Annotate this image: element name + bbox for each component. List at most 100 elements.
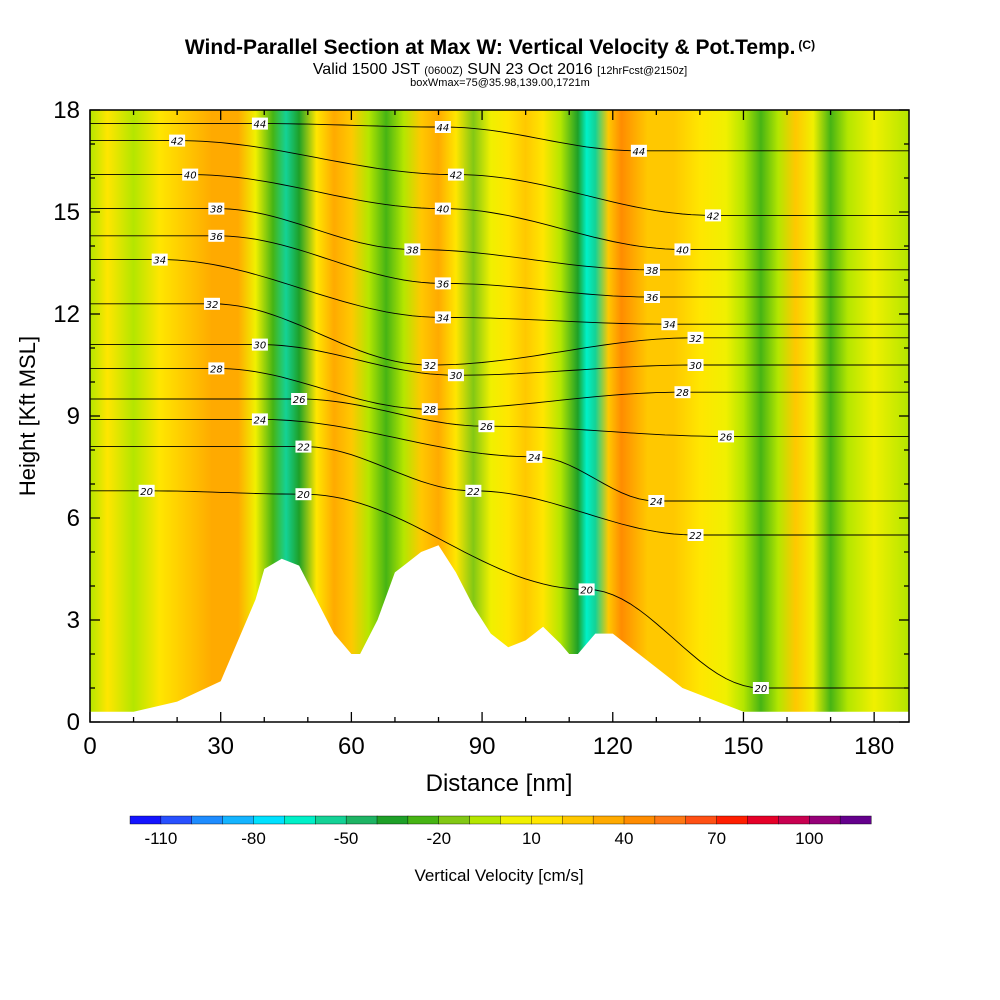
y-tick-label: 18 [53,97,80,124]
theta-label-bg [661,318,678,331]
x-tick-label: 0 [83,733,96,760]
x-tick-label: 150 [723,733,763,760]
colorbar-swatch [129,815,162,825]
colorbar-tick-label: 70 [707,829,726,848]
theta-label: 44 [254,120,267,131]
theta-label: 26 [293,395,306,406]
theta-label-bg [208,362,225,375]
theta-label: 44 [633,147,646,158]
theta-contour-32 [90,303,909,366]
vertical-velocity-field [90,110,909,722]
colorbar-tick-label: 40 [615,829,634,848]
copyright-mark: (C) [798,38,816,52]
colorbar-swatch [469,815,502,825]
theta-label-bg [251,117,268,130]
colorbar-tick-label: -50 [334,829,359,848]
theta-label-bg [447,168,464,181]
theta-contours [90,123,909,689]
terrain [90,545,909,722]
theta-contour-42 [90,140,909,216]
colorbar-label: Vertical Velocity [cm/s] [414,866,583,885]
theta-contour-labels: 44 44 44 42 42 42 40 40 40 38 38 38 36 36 36 34 34 34 32 32… [138,117,769,695]
theta-label: 36 [436,279,449,290]
theta-label: 22 [467,487,480,498]
theta-label: 24 [254,415,267,426]
theta-label-bg [526,450,543,463]
theta-label-bg [295,488,312,501]
colorbar-swatch [716,815,749,825]
theta-label: 40 [436,205,449,216]
theta-label-bg [169,134,186,147]
theta-contour-28 [90,367,909,410]
theta-label-bg [251,413,268,426]
theta-label-bg [447,369,464,382]
theta-label: 30 [450,371,463,382]
forecast-date: SUN 23 Oct 2016 [467,61,593,78]
theta-label: 40 [676,245,689,256]
colorbar-swatch [315,815,347,825]
y-tick-label: 12 [53,301,80,328]
x-axis-label: Distance [nm] [426,770,573,797]
chart-subtitle: Valid 1500 JST (0600Z) SUN 23 Oct 2016 [… [0,61,1000,79]
y-axis-label: Height [Kft MSL] [15,336,40,496]
theta-label: 34 [436,313,449,324]
y-tick-label: 15 [53,199,80,226]
theta-label: 26 [480,422,493,433]
colorbar-swatch [191,815,224,825]
colorbar-swatch [160,815,193,825]
theta-label-bg [434,121,451,133]
theta-label-bg [434,202,451,215]
theta-label-bg [404,243,421,256]
x-axis: 0 30 60 90 120 150 180 [83,110,894,760]
x-tick-label: 60 [338,733,365,760]
colorbar-swatch [839,815,872,825]
theta-label: 44 [436,123,449,134]
theta-label: 20 [297,490,310,501]
colorbar-tick-label: -20 [427,829,452,848]
theta-contour-38 [90,208,909,271]
colorbar-swatch [778,815,810,825]
theta-label: 38 [210,205,223,216]
theta-label: 26 [720,432,733,443]
theta-label: 32 [206,300,219,311]
theta-label: 24 [650,497,663,508]
plot-area: 44 44 44 42 42 42 40 40 40 38 38 38 36 36 36 34 34 34 32 32… [89,109,910,723]
theta-contour-20 [90,490,909,689]
colorbar-swatch [345,815,378,825]
colorbar-swatch [376,815,409,825]
theta-label-bg [203,297,220,310]
theta-label: 32 [423,361,436,372]
colorbar-tick-label: -110 [145,829,178,848]
theta-label: 28 [676,388,689,399]
utc-time: (0600Z) [424,65,463,77]
colorbar-swatch [500,815,532,825]
theta-label-bg [752,682,769,694]
theta-label-bg [674,386,691,399]
theta-label: 32 [689,334,702,345]
theta-label: 24 [528,453,541,464]
y-tick-label: 0 [67,709,80,736]
theta-label-bg [578,583,595,596]
theta-label-bg [251,338,268,351]
theta-label: 20 [755,684,768,695]
theta-contour-44 [90,123,909,152]
theta-label: 34 [663,320,676,331]
x-tick-label: 90 [469,733,496,760]
theta-label: 22 [689,531,702,542]
chart-title: Wind-Parallel Section at Max W: Vertical… [0,36,1000,60]
theta-label-bg [138,484,155,497]
theta-label-bg [208,202,225,215]
theta-label: 34 [153,256,166,267]
theta-label: 30 [254,341,267,352]
x-tick-label: 120 [593,733,633,760]
theta-label-bg [687,331,704,344]
colorbar: -110 -80 -50 -20 10 40 70 100 [129,815,872,848]
theta-label-bg [182,168,199,181]
theta-label: 28 [210,364,223,375]
y-tick-label: 6 [67,505,80,532]
theta-label: 36 [210,232,223,243]
theta-label: 42 [450,171,463,182]
x-tick-label: 180 [854,733,894,760]
theta-label-bg [687,359,704,371]
theta-label-bg [674,243,691,256]
